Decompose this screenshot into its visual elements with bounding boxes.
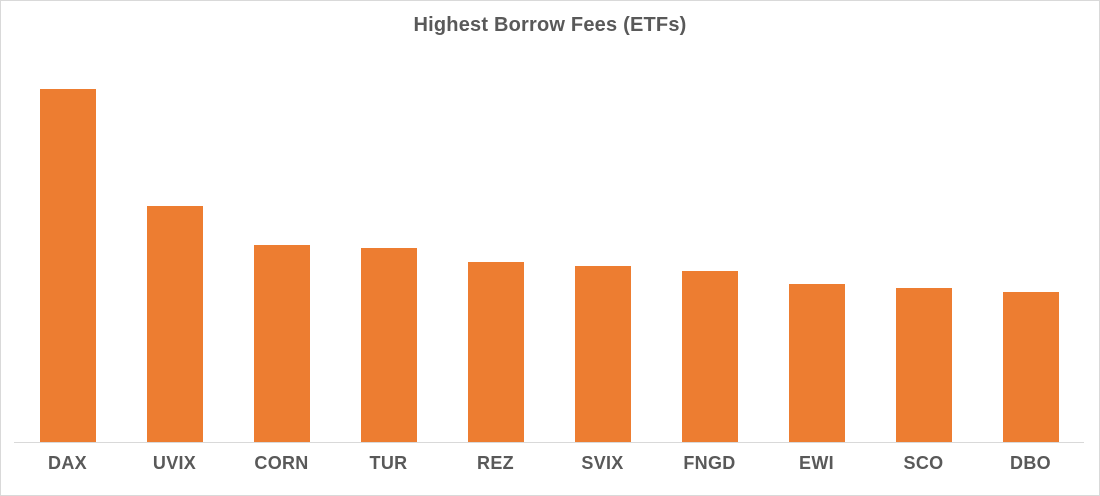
bar-column-rez (442, 89, 549, 442)
bar-column-fngd (656, 89, 763, 442)
bar-column-sco (870, 89, 977, 442)
bar-dax (39, 89, 96, 442)
category-label-ewi: EWI (799, 453, 834, 473)
bar-svix (574, 265, 631, 442)
category-label-corn: CORN (254, 453, 309, 473)
category-label-svix: SVIX (581, 453, 624, 473)
bar-uvix (146, 205, 203, 442)
chart-title: Highest Borrow Fees (ETFs) (413, 14, 687, 36)
x-axis-labels: DAX UVIX CORN TUR REZ SVIX FNGD EWI SCO DBO (14, 453, 1084, 474)
x-axis-line (14, 442, 1084, 443)
plot-area (14, 89, 1084, 442)
bar-column-dbo (977, 89, 1084, 442)
bar-rez (467, 261, 524, 442)
bar-sco (895, 288, 952, 442)
bar-column-ewi (763, 89, 870, 442)
bar-column-svix (549, 89, 656, 442)
bar-corn (253, 244, 310, 442)
bar-ewi (788, 283, 845, 442)
bar-column-corn (228, 89, 335, 442)
category-label-sco: SCO (903, 453, 944, 473)
bar-tur (360, 248, 417, 442)
bar-column-uvix (121, 89, 228, 442)
bar-column-tur (335, 89, 442, 442)
category-label-tur: TUR (369, 453, 408, 473)
category-label-uvix: UVIX (152, 453, 197, 473)
category-label-fngd: FNGD (683, 453, 736, 473)
bar-dbo (1002, 291, 1059, 442)
category-label-dax: DAX (48, 453, 87, 473)
category-label-rez: REZ (477, 453, 514, 473)
category-label-dbo: DBO (1010, 453, 1051, 473)
bar-column-dax (14, 89, 121, 442)
bar-fngd (681, 271, 738, 442)
